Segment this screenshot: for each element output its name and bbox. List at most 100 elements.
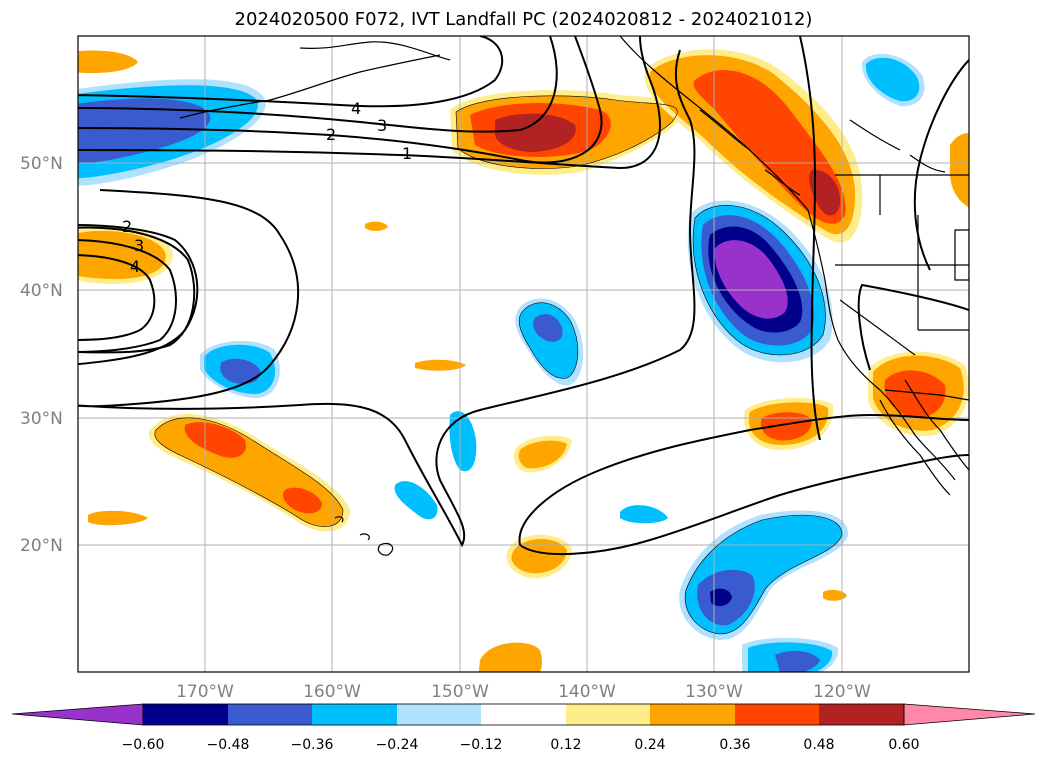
lon-label-160w: 160°W: [303, 682, 361, 702]
lon-label-150w: 150°W: [431, 682, 489, 702]
ivt-contours: [78, 36, 969, 556]
colorbar-tick-label: 0.48: [803, 737, 834, 753]
lon-label-130w: 130°W: [685, 682, 743, 702]
border-us-mexico: [884, 389, 969, 401]
lon-label-120w: 120°W: [813, 682, 871, 702]
anomaly-bc-positive-darkred: [809, 169, 841, 216]
anomaly-ca-negative-purple: [714, 240, 788, 319]
colorbar-segment: [143, 704, 228, 725]
contour-3-west: [78, 224, 199, 366]
anomaly-bc-positive-red: [693, 70, 846, 224]
contour-label: 2: [122, 217, 132, 236]
anomaly-south-tiny-positive: [823, 589, 847, 601]
contour-east-2: [857, 59, 969, 371]
lon-label-140w: 140°W: [558, 682, 616, 702]
coastline-bc-islands: [699, 109, 801, 196]
anomaly-sw-positive-red2: [283, 487, 322, 514]
colorbar-tick-label: 0.12: [550, 737, 581, 753]
colorbar-tick-label: −0.48: [207, 737, 250, 753]
anomaly-tiny-negative-a: [449, 411, 477, 472]
anomaly-tiny-positive-a: [365, 221, 388, 231]
coastline-baja: [879, 399, 951, 496]
colorbar-tick-label: 0.24: [634, 737, 665, 753]
coastline-canada-interior: [849, 119, 946, 173]
coastline-us-west: [807, 209, 956, 481]
anomaly-e28-positive-red: [760, 412, 812, 441]
anomaly-nw-negative-blue: [78, 98, 211, 164]
contour-2-west: [78, 226, 196, 354]
colorbar-segment: [397, 704, 481, 725]
contour-south-loop: [518, 413, 969, 556]
colorbar-tick-label: −0.24: [376, 737, 419, 753]
anomaly-nw-small-positive: [78, 50, 138, 74]
contour-label: 3: [377, 116, 387, 135]
anomaly-goa-positive-darkred: [494, 113, 576, 152]
outline-goa: [455, 95, 678, 169]
lat-label-50n: 50°N: [20, 154, 63, 174]
anomaly-ne-negative-sky: [865, 57, 920, 102]
outline-sw: [154, 417, 344, 527]
contour-main-loop: [78, 49, 696, 548]
coastlines: [179, 36, 969, 556]
colorbar-tick-label: −0.36: [291, 737, 334, 753]
anomaly-south-positive-orange: [478, 642, 542, 672]
lat-label-30n: 30°N: [20, 409, 63, 429]
shaded-anomalies: [78, 49, 969, 672]
colorbar-extend-low: [11, 703, 144, 726]
contour-label: 2: [326, 125, 336, 144]
lon-label-170w: 170°W: [176, 682, 234, 702]
contour-2-north: [78, 36, 603, 164]
border-states-1: [835, 175, 969, 331]
anomaly-w43-positive-orange: [78, 230, 166, 280]
colorbar: −0.60 −0.48 −0.36 −0.24 −0.12 0.12 0.24 …: [11, 703, 1036, 753]
anomaly-east-edge-positive: [949, 133, 969, 208]
anomaly-tiny-positive-b: [415, 359, 466, 371]
latitude-labels: 50°N 40°N 30°N 20°N: [20, 154, 63, 556]
coastline-gulf-california: [904, 379, 969, 471]
colorbar-frame: [142, 703, 905, 726]
colorbar-segment: [735, 704, 819, 725]
contour-4-west: [78, 254, 156, 341]
anomaly-south-negative-navy: [710, 588, 732, 607]
anomaly-tiny-negative-c: [620, 505, 668, 524]
lat-label-40n: 40°N: [20, 281, 63, 301]
anomaly-sw-small-positive: [88, 510, 148, 526]
contour-label: 4: [130, 257, 140, 276]
colorbar-tick-label: 0.60: [888, 737, 919, 753]
colorbar-segment: [566, 704, 650, 725]
colorbar-extend-high: [903, 703, 1036, 726]
colorbar-tick-label: 0.36: [719, 737, 750, 753]
coastline-aleutians: [179, 54, 441, 119]
anomaly-mid-negative-blue: [533, 314, 563, 342]
contour-label: 3: [134, 236, 144, 255]
outline-south: [684, 514, 843, 635]
outline-ca: [692, 205, 826, 356]
contour-3-north: [78, 36, 558, 133]
colorbar-segment: [228, 704, 312, 725]
contour-label: 4: [351, 99, 361, 118]
colorbar-segment: [819, 704, 904, 725]
anomaly-c26-positive-orange: [518, 440, 567, 469]
colorbar-segment: [312, 704, 397, 725]
contour-label: 1: [402, 144, 412, 163]
anomaly-outlines: [154, 95, 843, 635]
colorbar-tick-label: −0.12: [460, 737, 503, 753]
longitude-labels: 170°W 160°W 150°W 140°W 130°W 120°W: [176, 682, 871, 702]
colorbar-segment: [481, 704, 566, 725]
gridlines: [78, 36, 969, 672]
coastline-alaska-south: [299, 41, 451, 61]
anomaly-sw-positive-red: [184, 422, 246, 458]
anomaly-w33-negative-blue: [220, 358, 261, 384]
anomaly-baja-positive-red: [884, 370, 946, 418]
contour-4-north: [78, 36, 504, 108]
outline-mid: [518, 302, 579, 379]
anomaly-se-negative-blue: [775, 650, 820, 672]
anomaly-tiny-negative-b: [394, 481, 438, 520]
colorbar-segment: [650, 704, 735, 725]
contour-1-north: [78, 36, 661, 170]
lat-label-20n: 20°N: [20, 536, 63, 556]
colorbar-ticks: −0.60 −0.48 −0.36 −0.24 −0.12 0.12 0.24 …: [122, 737, 920, 753]
contour-east-1: [799, 36, 821, 441]
map-frame: [77, 35, 970, 673]
